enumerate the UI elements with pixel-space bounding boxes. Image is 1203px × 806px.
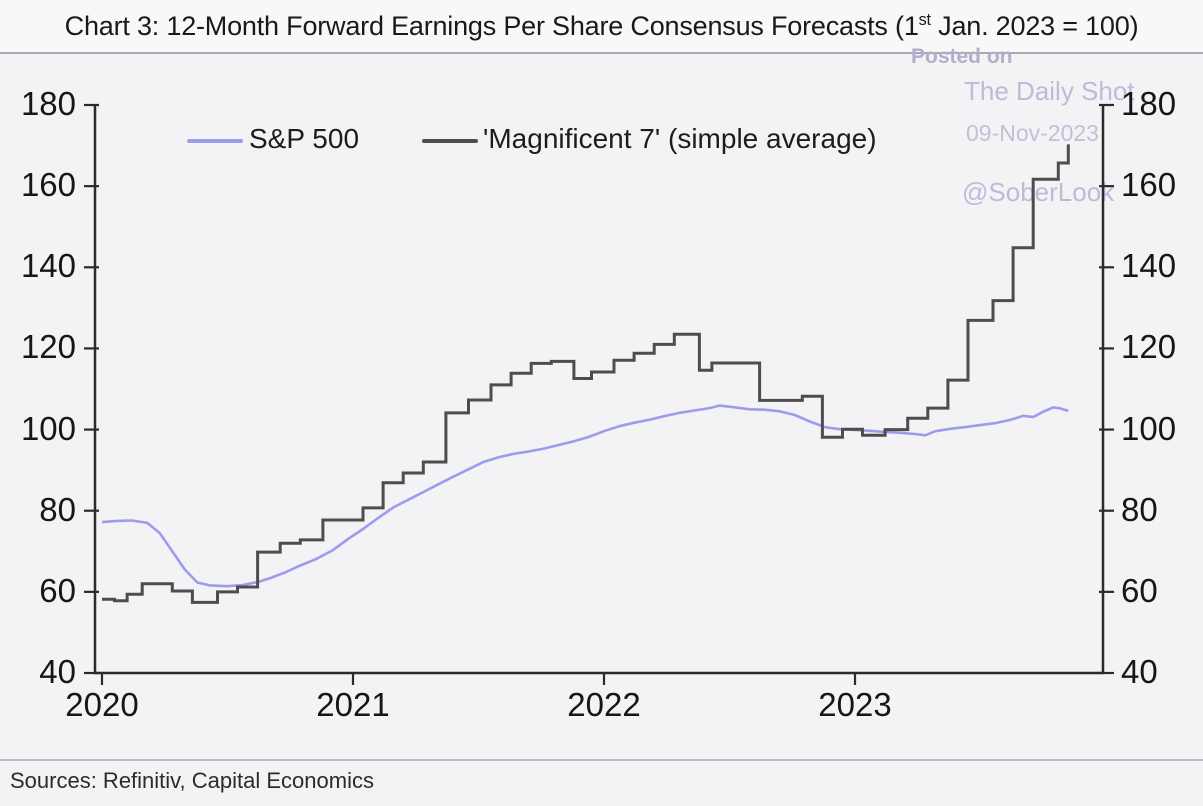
top-divider xyxy=(0,52,1203,54)
axis-frame xyxy=(93,105,1105,675)
chart-title-suffix: Jan. 2023 = 100) xyxy=(930,11,1139,41)
title-bar: Chart 3: 12-Month Forward Earnings Per S… xyxy=(0,0,1203,52)
sp500-line xyxy=(101,404,1069,588)
sources-text: Sources: Refinitiv, Capital Economics xyxy=(10,768,374,793)
chart-title-superscript: st xyxy=(918,11,931,29)
chart-title: Chart 3: 12-Month Forward Earnings Per S… xyxy=(65,11,1139,42)
chart-title-text: Chart 3: 12-Month Forward Earnings Per S… xyxy=(64,11,919,41)
magnificent7-line xyxy=(102,144,1070,604)
bottom-divider xyxy=(0,759,1203,761)
